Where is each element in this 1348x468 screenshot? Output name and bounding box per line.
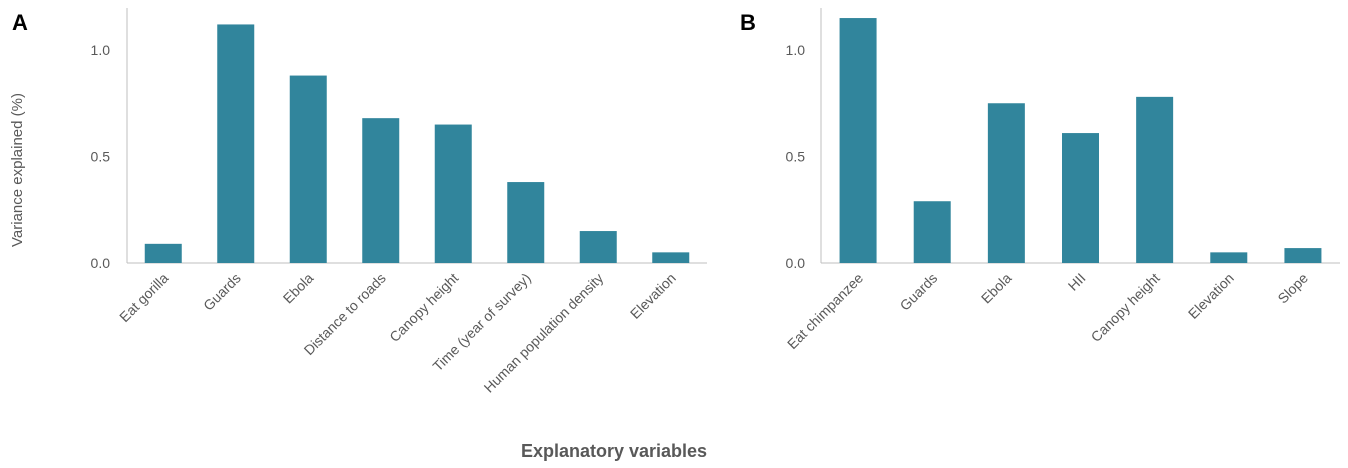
panel-b-bar xyxy=(839,18,877,263)
panel-a-category-label: Elevation xyxy=(627,270,679,322)
panel-a-bar xyxy=(652,252,690,263)
panel-a-bar xyxy=(362,118,400,263)
panel-a-category-label: Human population density xyxy=(481,270,607,396)
panel-a-y-tick-label: 1.0 xyxy=(91,42,111,58)
panel-b-category-label: Eat chimpanzee xyxy=(784,270,866,352)
panel-b-category-label: Canopy height xyxy=(1088,270,1163,345)
panel-b-category-label: Elevation xyxy=(1185,270,1237,322)
panel-a-y-tick-label: 0.0 xyxy=(91,255,111,271)
panel-b-category-label: Slope xyxy=(1274,270,1311,307)
panel-a-bar xyxy=(579,231,617,263)
panel-b-bar xyxy=(987,103,1025,263)
y-axis-title: Variance explained (%) xyxy=(9,93,26,247)
panel-b-letter: B xyxy=(740,10,756,35)
panel-b-bar xyxy=(1062,133,1099,263)
panel-a-bar xyxy=(144,243,182,263)
panel-b-y-tick-label: 0.5 xyxy=(786,149,806,165)
panel-b-category-label: HII xyxy=(1065,270,1089,294)
panel-a-bar xyxy=(289,75,327,263)
panel-a-bar xyxy=(434,124,472,263)
panel-b: B 0.0 0.5 1.0 Eat chimpanzee Guards Ebola HIICa… xyxy=(740,8,1340,352)
panel-a-category-label: Eat gorilla xyxy=(116,270,171,325)
panel-b-bar xyxy=(1284,248,1322,263)
panel-a-category-label: Ebola xyxy=(280,270,317,307)
panel-b-y-tick-label: 1.0 xyxy=(786,42,806,58)
panel-a-bar xyxy=(507,182,545,263)
panel-a-y-tick-label: 0.5 xyxy=(91,149,111,165)
panel-b-category-label: Ebola xyxy=(978,270,1015,307)
panel-b-category-label: Guards xyxy=(897,270,941,314)
panel-a-bar xyxy=(217,24,255,263)
panel-b-bar xyxy=(1136,96,1174,263)
panel-b-bar xyxy=(913,201,951,263)
panel-b-bar xyxy=(1210,252,1248,263)
panel-a-category-label: Guards xyxy=(200,270,244,314)
panel-a-letter: A xyxy=(12,10,28,35)
panel-b-y-tick-label: 0.0 xyxy=(786,255,806,271)
x-axis-title: Explanatory variables xyxy=(521,441,707,461)
panel-a-category-label: Canopy height xyxy=(386,270,461,345)
